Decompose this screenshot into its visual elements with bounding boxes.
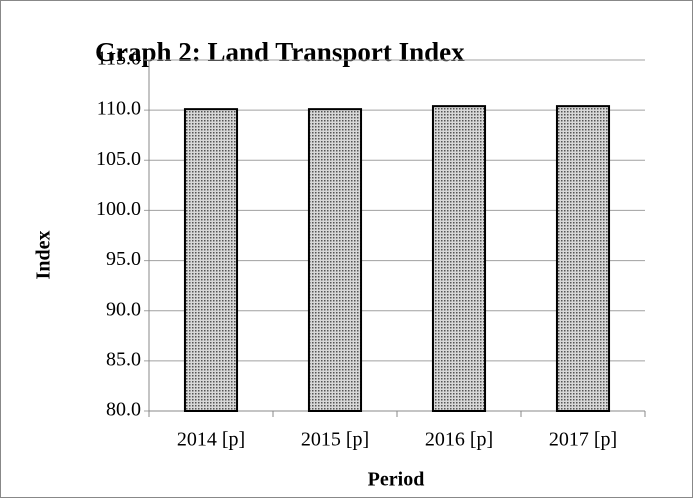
y-tick-label: 80.0 — [106, 399, 141, 421]
y-tick-label: 115.0 — [97, 48, 141, 70]
bar — [555, 105, 611, 412]
bar — [307, 108, 363, 412]
x-tick-label: 2015 [p] — [301, 429, 369, 451]
y-tick-label: 85.0 — [106, 348, 141, 370]
y-tick-label: 105.0 — [96, 148, 141, 170]
y-tick-label: 100.0 — [96, 198, 141, 220]
y-tick-label: 90.0 — [106, 298, 141, 320]
x-axis-label: Period — [368, 469, 425, 491]
x-tick-label: 2016 [p] — [425, 429, 493, 451]
x-tick-label: 2017 [p] — [549, 429, 617, 451]
y-axis-label: Index — [33, 231, 55, 280]
bar — [183, 108, 239, 412]
x-tick-label: 2014 [p] — [177, 429, 245, 451]
y-tick-label: 95.0 — [106, 248, 141, 270]
y-tick-label: 110.0 — [97, 98, 141, 120]
chart-title: Graph 2: Land Transport Index — [95, 37, 465, 67]
bar — [431, 105, 487, 412]
